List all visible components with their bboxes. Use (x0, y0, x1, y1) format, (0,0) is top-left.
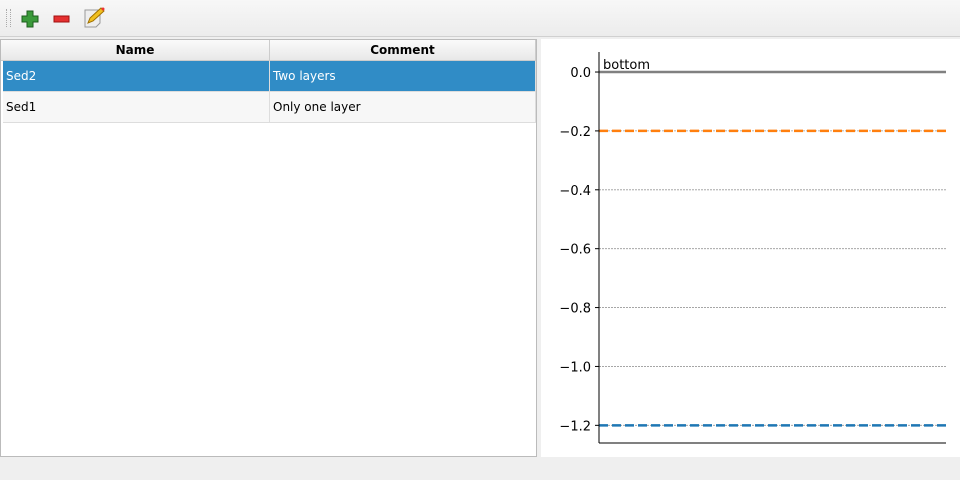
add-button[interactable] (18, 6, 42, 30)
cell-comment[interactable]: Only one layer (270, 92, 536, 122)
y-tick-label: −0.6 (559, 243, 591, 258)
column-header-name[interactable]: Name (1, 40, 270, 60)
y-tick-label: −0.2 (559, 125, 591, 140)
remove-button[interactable] (50, 6, 74, 30)
chart-svg: 0.0 −0.2 −0.4 −0.6 −0.8 −1.0 −1.2 bottom (559, 52, 946, 444)
toolbar-grip[interactable] (6, 9, 11, 27)
column-header-comment[interactable]: Comment (270, 40, 536, 60)
y-tick-label: −0.8 (559, 302, 591, 317)
table-row[interactable]: Sed2 Two layers (3, 61, 536, 92)
annotation-label: bottom (603, 58, 650, 73)
toolbar (0, 0, 960, 37)
y-tick-label: −1.2 (559, 419, 591, 434)
status-bar (0, 459, 960, 480)
cell-name[interactable]: Sed2 (3, 61, 270, 91)
y-tick-label: −1.0 (559, 360, 591, 375)
minus-icon (53, 15, 70, 23)
plus-icon (21, 10, 39, 28)
y-tick-label: 0.0 (570, 66, 591, 81)
edit-button[interactable] (82, 6, 106, 30)
layer-plot: 0.0 −0.2 −0.4 −0.6 −0.8 −1.0 −1.2 bottom (541, 39, 960, 457)
cell-name[interactable]: Sed1 (3, 92, 270, 122)
edit-icon (84, 7, 105, 28)
table-row[interactable]: Sed1 Only one layer (3, 92, 536, 123)
cell-comment[interactable]: Two layers (270, 61, 536, 91)
y-tick-label: −0.4 (559, 184, 591, 199)
sediment-table: Name Comment Sed2 Two layers Sed1 Only o… (0, 39, 537, 457)
